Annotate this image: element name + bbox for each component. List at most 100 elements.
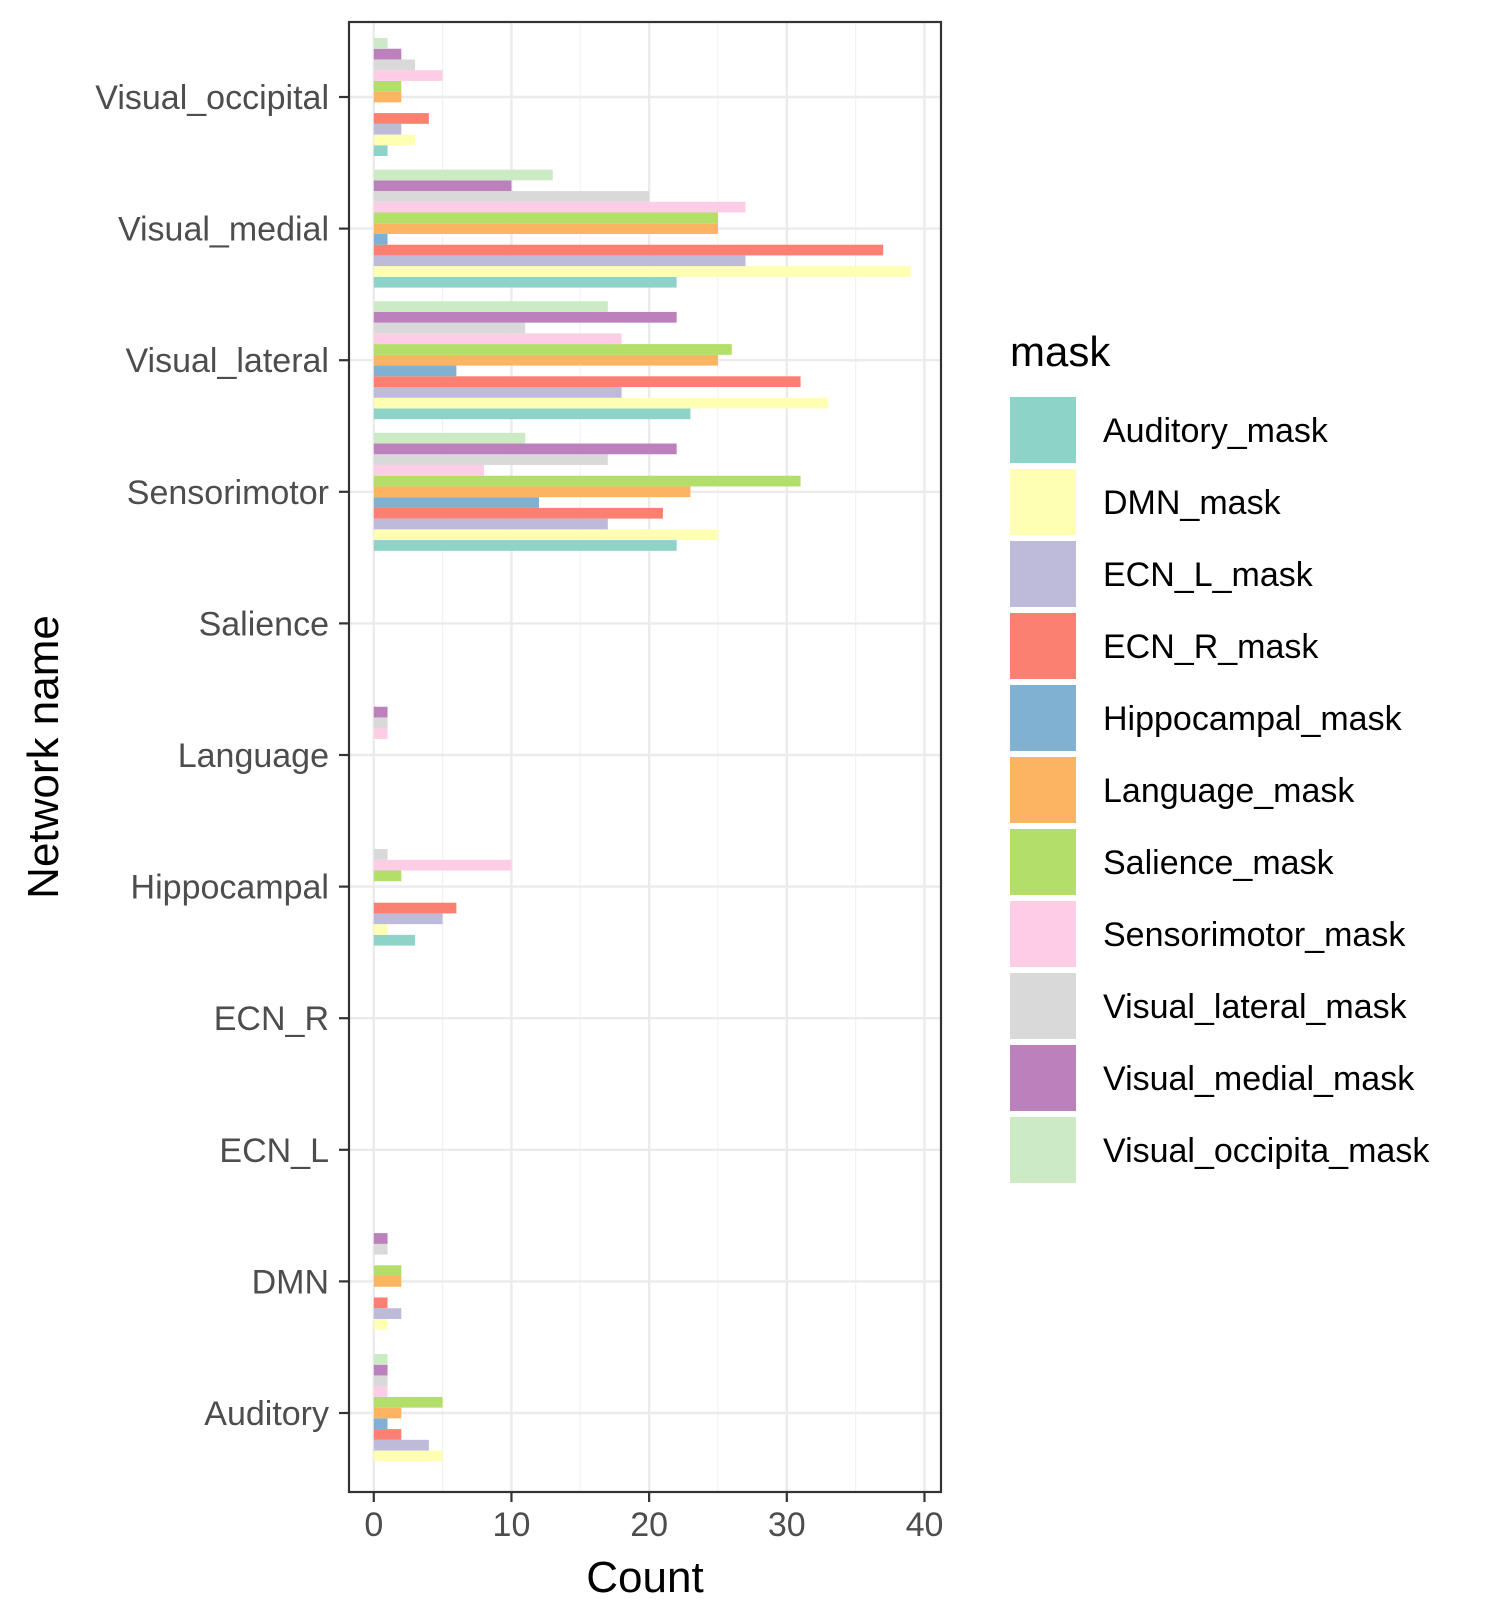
bar-Hippocampal-Auditory_mask [373,934,416,946]
y-tick-label: DMN [252,1263,329,1301]
legend: mask Auditory_mask DMN_mask ECN_L_mask ECN_… [1010,328,1430,1183]
bar-Visual_lateral-Hippocampal_mask [373,365,457,377]
bar-Hippocampal-ECN_L_mask [373,913,443,925]
legend-label: Visual_occipita_mask [1103,1132,1430,1170]
bar-Visual_medial-DMN_mask [373,266,911,277]
y-axis-title: Network name [19,615,68,899]
bar-Visual_occipital-DMN_mask [373,134,416,146]
bar-Auditory-Visual_occipita_mask [373,1354,388,1365]
bar-Auditory-ECN_R_mask [373,1429,402,1440]
bar-Visual_occipital-ECN_R_mask [373,113,429,124]
bar-Language-Visual_lateral_mask [373,717,388,729]
y-tick-label: Visual_medial [118,211,329,249]
bar-Visual_medial-ECN_R_mask [373,244,884,256]
x-tick-label: 20 [630,1506,668,1544]
bar-Sensorimotor-Visual_lateral_mask [373,454,608,465]
bar-Visual_occipital-Visual_lateral_mask [373,59,416,71]
bar-Visual_occipital-Salience_mask [373,80,402,92]
bar-Visual_lateral-ECN_L_mask [373,387,622,398]
x-tick-label: 10 [493,1506,531,1544]
bar-Auditory-Salience_mask [373,1396,443,1408]
bar-Visual_medial-Visual_lateral_mask [373,191,650,202]
legend-key [1010,541,1076,607]
x-axis-title: Count [586,1553,703,1602]
bar-Sensorimotor-Visual_occipita_mask [373,432,526,444]
legend-label: Auditory_mask [1103,412,1329,450]
legend-label: Visual_lateral_mask [1103,988,1408,1026]
bar-Visual_occipital-Auditory_mask [373,145,388,156]
x-tick-label: 30 [768,1506,806,1544]
y-tick-label: Salience [199,605,329,643]
bar-DMN-Language_mask [373,1276,402,1287]
bar-Sensorimotor-ECN_L_mask [373,518,608,530]
bar-Visual_lateral-Salience_mask [373,344,732,355]
bar-Hippocampal-Sensorimotor_mask [373,859,512,871]
legend-label: DMN_mask [1103,484,1282,522]
bar-Visual_medial-Salience_mask [373,212,718,224]
legend-label: Language_mask [1103,772,1355,810]
bar-Sensorimotor-Hippocampal_mask [373,497,539,508]
bar-Hippocampal-Salience_mask [373,870,402,882]
bar-Visual_lateral-Visual_medial_mask [373,311,677,323]
bar-DMN-DMN_mask [373,1318,388,1330]
bars [373,38,911,1462]
legend-key [1010,829,1076,895]
legend-key [1010,613,1076,679]
legend-label: Hippocampal_mask [1103,700,1403,738]
legend-key [1010,1117,1076,1183]
bar-Auditory-Visual_lateral_mask [373,1375,388,1387]
bar-Auditory-Visual_medial_mask [373,1364,388,1376]
x-tick-label: 40 [906,1506,944,1544]
bar-Visual_occipital-Visual_occipita_mask [373,38,388,49]
bar-Auditory-Sensorimotor_mask [373,1386,388,1397]
bar-Visual_occipital-Sensorimotor_mask [373,70,443,81]
bar-Visual_lateral-Sensorimotor_mask [373,333,622,345]
bar-Visual_lateral-Language_mask [373,354,718,366]
bar-Visual_lateral-Auditory_mask [373,408,691,420]
legend-key [1010,757,1076,823]
legend-key [1010,1045,1076,1111]
y-tick-label: ECN_R [214,1000,329,1038]
legend-key [1010,901,1076,967]
bar-DMN-ECN_L_mask [373,1308,402,1319]
bar-Language-Sensorimotor_mask [373,728,388,739]
bar-Visual_medial-Hippocampal_mask [373,233,388,245]
legend-label: ECN_R_mask [1103,628,1319,666]
panel-border [347,20,943,1494]
bar-Sensorimotor-Visual_medial_mask [373,443,677,455]
legend-key [1010,397,1076,463]
bar-Visual_lateral-Visual_lateral_mask [373,322,526,334]
legend-key [1010,685,1076,751]
legend-label: Salience_mask [1103,844,1335,882]
y-tick-label: Auditory [204,1395,329,1433]
bar-DMN-Visual_medial_mask [373,1233,388,1244]
bar-Visual_medial-Visual_occipita_mask [373,169,553,181]
bar-Language-Visual_medial_mask [373,706,388,718]
bar-Visual_lateral-Visual_occipita_mask [373,301,608,312]
bar-Sensorimotor-Language_mask [373,486,691,498]
bar-Visual_occipital-Visual_medial_mask [373,48,402,60]
y-tick-label: Visual_occipital [95,79,329,117]
bar-DMN-ECN_R_mask [373,1297,388,1309]
y-tick-label: Sensorimotor [127,474,329,512]
bar-DMN-Salience_mask [373,1265,402,1277]
bar-Hippocampal-DMN_mask [373,924,388,935]
bar-Visual_occipital-ECN_L_mask [373,123,402,135]
legend-title: mask [1010,328,1111,375]
x-tick-label: 0 [364,1506,383,1544]
bar-Visual_medial-Visual_medial_mask [373,180,512,192]
bar-Auditory-DMN_mask [373,1450,443,1462]
y-tick-label: Visual_lateral [125,342,329,380]
bar-Sensorimotor-DMN_mask [373,529,718,541]
legend-label: Visual_medial_mask [1103,1060,1415,1098]
bar-Sensorimotor-Salience_mask [373,475,801,487]
x-axis: 0 10 20 30 40 [364,1492,943,1544]
bar-Sensorimotor-Sensorimotor_mask [373,464,484,476]
bar-Visual_occipital-Language_mask [373,91,402,103]
bar-Auditory-Language_mask [373,1407,402,1419]
y-tick-label: Language [178,737,329,775]
bar-Visual_lateral-DMN_mask [373,397,829,409]
legend-label: ECN_L_mask [1103,556,1314,594]
bar-Visual_lateral-ECN_R_mask [373,376,801,388]
